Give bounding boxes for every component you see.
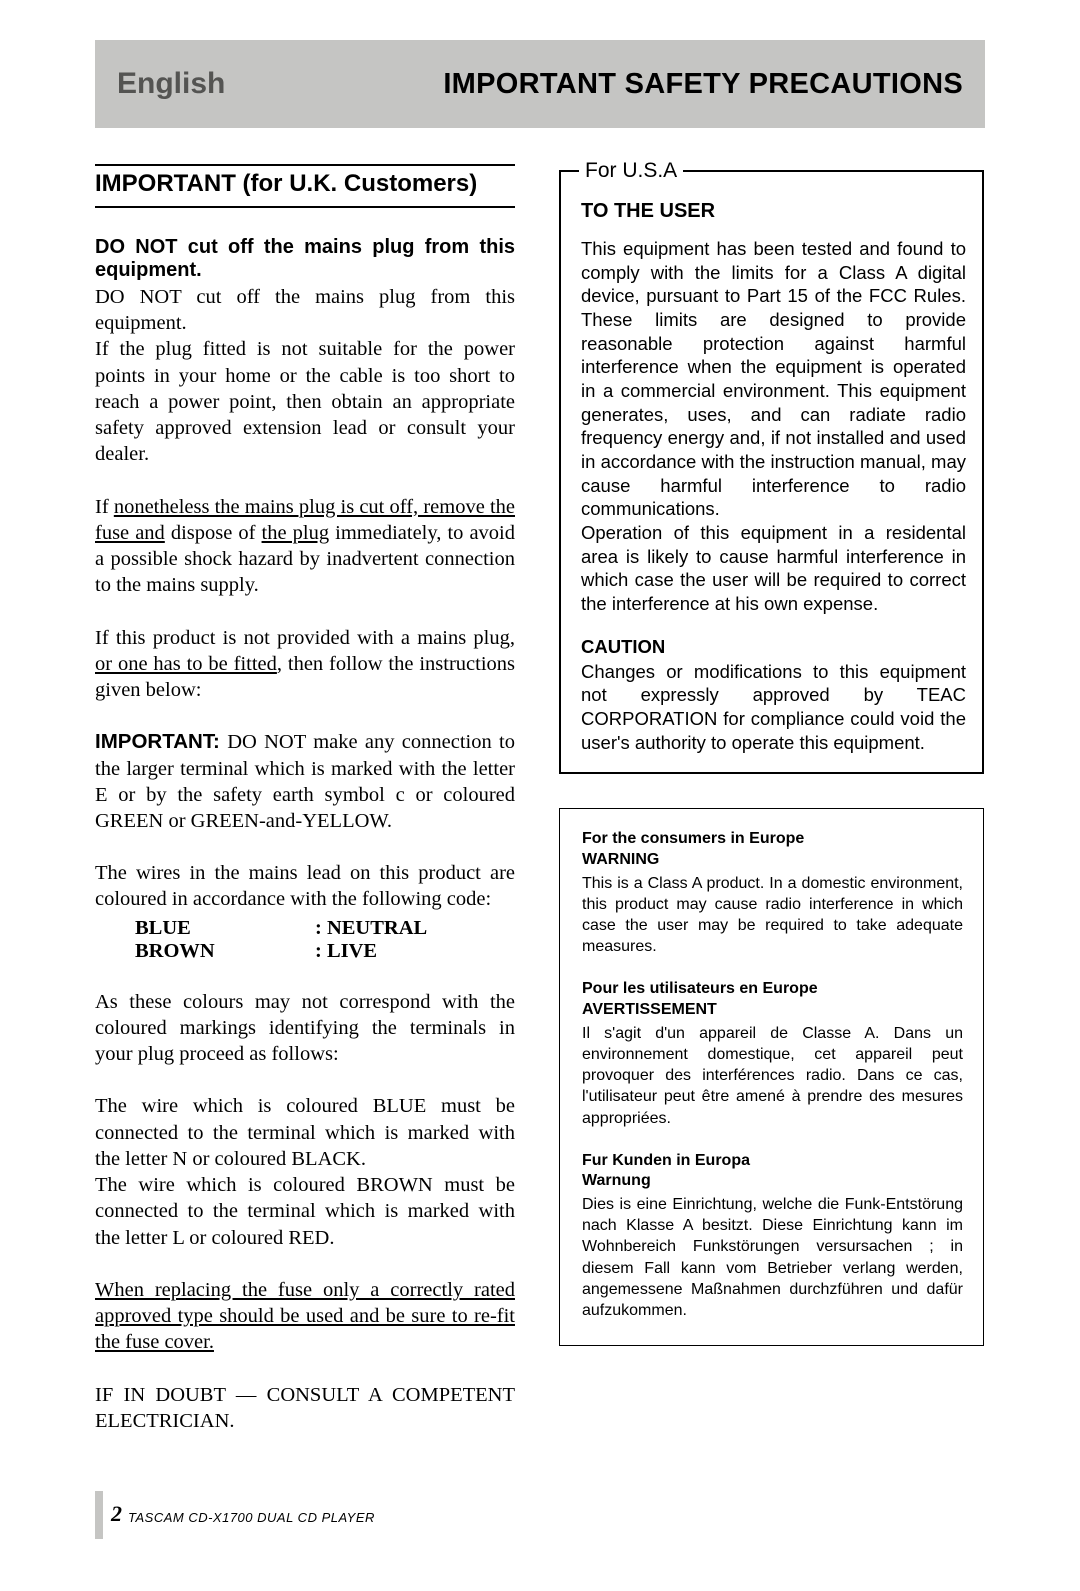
language-label: English (117, 67, 225, 101)
eu-heading: Fur Kunden in Europa (582, 1151, 963, 1172)
text: dispose of (165, 522, 262, 544)
usa-paragraph: Changes or modifications to this equipme… (581, 660, 966, 755)
wire-color: BROWN (135, 940, 315, 963)
important-label: IMPORTANT: (95, 730, 220, 753)
page-header: English IMPORTANT SAFETY PRECAUTIONS (95, 40, 985, 128)
eu-warning-label: Warnung (582, 1171, 963, 1192)
page-footer: 2 TASCAM CD-X1700 DUAL CD PLAYER (95, 1491, 375, 1539)
uk-paragraph: As these colours may not correspond with… (95, 989, 515, 1068)
uk-paragraph: IMPORTANT: DO NOT make any connection to… (95, 729, 515, 834)
uk-paragraph: DO NOT cut off the mains plug from this … (95, 284, 515, 336)
europe-box: For the consumers in Europe WARNING This… (559, 808, 984, 1345)
eu-paragraph: Dies is eine Einrichtung, welche die Fun… (582, 1194, 963, 1321)
wire-color-table: BLUE : NEUTRAL BROWN : LIVE (135, 917, 515, 963)
uk-paragraph: The wire which is coloured BROWN must be… (95, 1172, 515, 1251)
eu-warning-label: AVERTISSEMENT (582, 1000, 963, 1021)
eu-heading: For the consumers in Europe (582, 829, 963, 850)
uk-subheading: DO NOT cut off the mains plug from this … (95, 236, 515, 282)
eu-warning-label: WARNING (582, 850, 963, 871)
eu-paragraph: Il s'agit d'un appareil de Classe A. Dan… (582, 1023, 963, 1129)
usa-legend: For U.S.A (579, 159, 683, 183)
uk-paragraph: IF IN DOUBT — CONSULT A COMPETENT ELECTR… (95, 1382, 515, 1434)
uk-paragraph: If the plug fitted is not suitable for t… (95, 336, 515, 467)
uk-paragraph-underlined: When replacing the fuse only a correctly… (95, 1277, 515, 1356)
right-column: For U.S.A TO THE USER This equipment has… (559, 164, 984, 1434)
uk-paragraph: The wires in the mains lead on this prod… (95, 860, 515, 912)
uk-paragraph: The wire which is coloured BLUE must be … (95, 1093, 515, 1172)
usa-paragraph: This equipment has been tested and found… (581, 237, 966, 521)
usa-heading: TO THE USER (581, 200, 966, 223)
uk-column: IMPORTANT (for U.K. Customers) DO NOT cu… (95, 164, 515, 1434)
footer-product-name: TASCAM CD-X1700 DUAL CD PLAYER (128, 1510, 375, 1525)
uk-paragraph: If nonetheless the mains plug is cut off… (95, 494, 515, 599)
section-title: IMPORTANT SAFETY PRECAUTIONS (443, 68, 963, 101)
text: If (95, 496, 114, 518)
eu-heading: Pour les utilisateurs en Europe (582, 979, 963, 1000)
eu-section-de: Fur Kunden in Europa Warnung Dies is ein… (582, 1151, 963, 1321)
usa-paragraph: Operation of this equipment in a residen… (581, 521, 966, 616)
wire-function: : LIVE (315, 940, 377, 963)
content-columns: IMPORTANT (for U.K. Customers) DO NOT cu… (95, 164, 985, 1434)
eu-paragraph: This is a Class A product. In a domestic… (582, 873, 963, 957)
uk-title-rule: IMPORTANT (for U.K. Customers) (95, 164, 515, 208)
wire-color: BLUE (135, 917, 315, 940)
eu-section-en: For the consumers in Europe WARNING This… (582, 829, 963, 957)
usa-box: For U.S.A TO THE USER This equipment has… (559, 170, 984, 774)
wire-function: : NEUTRAL (315, 917, 427, 940)
footer-accent-bar (95, 1491, 103, 1539)
manual-page: English IMPORTANT SAFETY PRECAUTIONS IMP… (0, 0, 1080, 1591)
uk-heading: IMPORTANT (for U.K. Customers) (95, 170, 515, 198)
page-number: 2 (111, 1501, 122, 1527)
text: If this product is not provided with a m… (95, 627, 515, 649)
wire-row: BLUE : NEUTRAL (135, 917, 515, 940)
wire-row: BROWN : LIVE (135, 940, 515, 963)
text-underlined: or one has to be fitted (95, 653, 277, 675)
text-underlined: the plug (262, 522, 330, 544)
uk-paragraph: If this product is not provided with a m… (95, 625, 515, 704)
caution-heading: CAUTION (581, 636, 966, 658)
eu-section-fr: Pour les utilisateurs en Europe AVERTISS… (582, 979, 963, 1128)
